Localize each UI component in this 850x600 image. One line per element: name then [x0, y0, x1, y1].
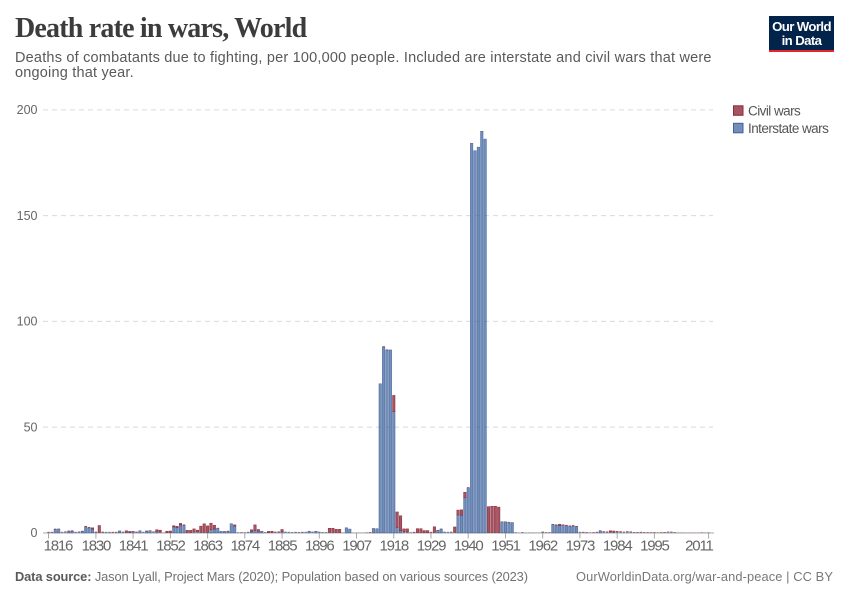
- svg-text:1984: 1984: [603, 537, 632, 554]
- svg-text:1841: 1841: [119, 537, 148, 554]
- svg-text:1995: 1995: [640, 537, 669, 554]
- svg-text:150: 150: [17, 209, 38, 223]
- svg-text:200: 200: [17, 103, 38, 117]
- svg-text:1940: 1940: [454, 537, 483, 554]
- svg-text:1951: 1951: [491, 537, 520, 554]
- svg-text:1874: 1874: [231, 537, 260, 554]
- svg-text:1918: 1918: [380, 537, 409, 554]
- svg-text:1962: 1962: [528, 537, 557, 554]
- svg-text:1907: 1907: [342, 537, 371, 554]
- svg-text:1852: 1852: [156, 537, 185, 554]
- svg-text:2011: 2011: [685, 537, 713, 554]
- svg-text:1885: 1885: [268, 537, 297, 554]
- svg-text:1929: 1929: [417, 537, 446, 554]
- svg-text:1830: 1830: [82, 537, 111, 554]
- svg-text:Civil wars: Civil wars: [748, 104, 801, 119]
- svg-text:50: 50: [24, 420, 38, 434]
- svg-text:0: 0: [31, 526, 38, 540]
- svg-text:1973: 1973: [566, 537, 595, 554]
- svg-text:1896: 1896: [305, 537, 334, 554]
- svg-text:100: 100: [17, 315, 38, 329]
- svg-text:1863: 1863: [193, 537, 222, 554]
- svg-text:1816: 1816: [44, 537, 73, 554]
- svg-text:Interstate wars: Interstate wars: [748, 121, 829, 136]
